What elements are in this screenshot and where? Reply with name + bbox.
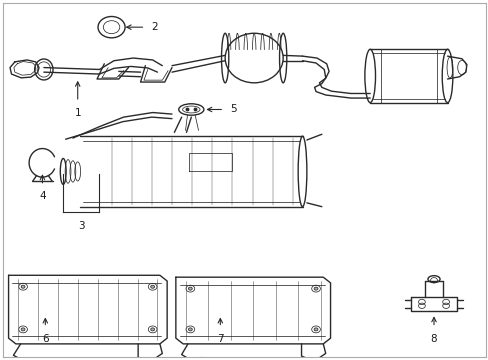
Circle shape xyxy=(313,287,317,290)
Circle shape xyxy=(313,328,317,331)
Text: 7: 7 xyxy=(217,334,223,343)
Circle shape xyxy=(150,328,154,331)
Text: 4: 4 xyxy=(39,192,46,202)
Circle shape xyxy=(188,328,192,331)
Text: 8: 8 xyxy=(430,334,436,343)
Circle shape xyxy=(21,328,25,331)
Text: 2: 2 xyxy=(151,22,158,32)
Circle shape xyxy=(188,287,192,290)
Circle shape xyxy=(150,285,154,288)
Circle shape xyxy=(21,285,25,288)
Text: 6: 6 xyxy=(42,334,48,343)
Text: 5: 5 xyxy=(229,104,236,114)
Text: 3: 3 xyxy=(78,221,84,231)
Text: 1: 1 xyxy=(74,108,81,118)
